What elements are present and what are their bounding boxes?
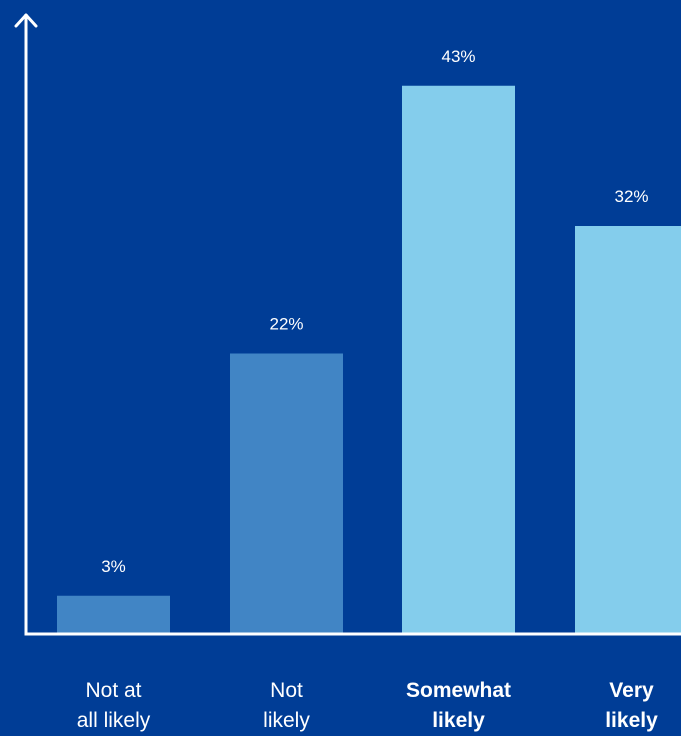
axes-layer	[14, 13, 681, 636]
bar-3	[402, 85, 515, 634]
bar-2	[230, 353, 343, 634]
bars-layer	[57, 85, 681, 634]
data-labels-layer: 3% 22% 43% 32%	[101, 47, 648, 576]
data-label-2: 22%	[269, 315, 303, 334]
category-label-2-line-2: likely	[263, 709, 310, 732]
category-label-4-line-2: likely	[605, 709, 658, 732]
category-labels-layer: Not at all likely Not likely Somewhat likely V…	[77, 679, 658, 732]
y-axis-arrow-icon	[14, 13, 38, 28]
bar-1	[57, 595, 170, 634]
category-label-1-line-2: all likely	[77, 709, 151, 732]
category-label-3-line-2: likely	[432, 709, 485, 732]
category-label-4-line-1: Very	[609, 679, 654, 702]
data-label-3: 43%	[441, 47, 475, 66]
category-label-3-line-1: Somewhat	[406, 679, 511, 702]
data-label-4: 32%	[614, 187, 648, 206]
category-label-2-line-1: Not	[270, 679, 303, 702]
data-label-1: 3%	[101, 557, 126, 576]
bar-4	[575, 226, 681, 634]
category-label-1-line-1: Not at	[85, 679, 141, 702]
